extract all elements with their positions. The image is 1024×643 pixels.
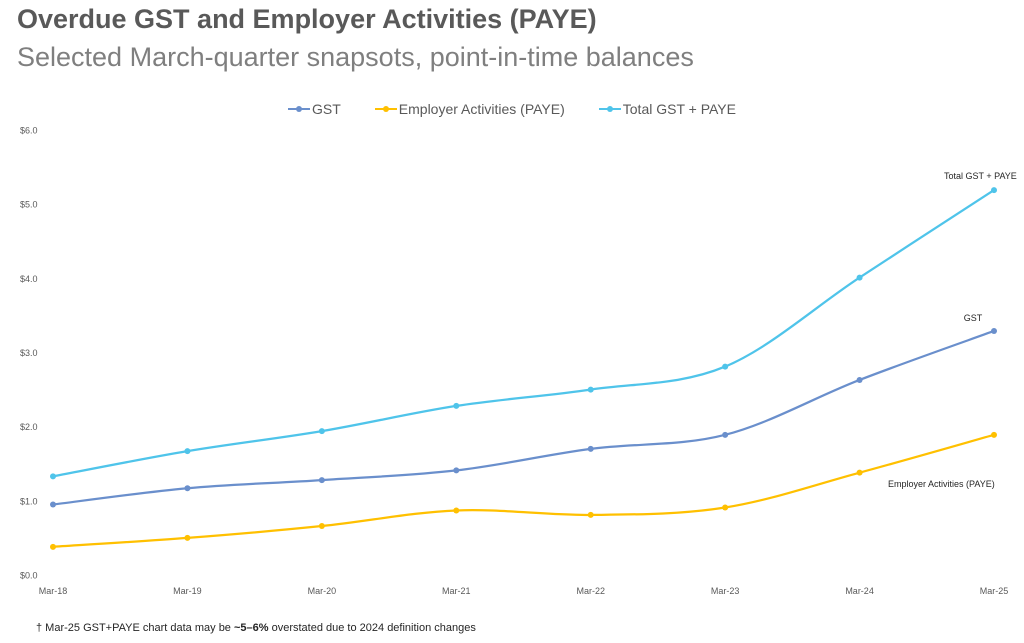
y-tick-label: $2.0 — [20, 422, 38, 432]
x-tick-label: Mar-21 — [442, 586, 471, 596]
footnote: † Mar-25 GST+PAYE chart data may be ~5–6… — [36, 622, 476, 634]
data-point — [184, 485, 191, 492]
legend-item-total: Total GST + PAYE — [598, 101, 736, 117]
data-point — [318, 477, 325, 484]
data-point — [991, 431, 997, 438]
data-point — [856, 274, 863, 281]
data-point — [453, 507, 460, 514]
legend-swatch-total — [598, 104, 621, 114]
data-point — [318, 523, 325, 530]
series-line-0 — [52, 329, 995, 506]
data-point — [50, 543, 56, 550]
data-point — [722, 363, 729, 370]
data-point — [587, 445, 594, 452]
data-point — [184, 448, 191, 455]
data-point — [856, 376, 863, 383]
y-tick-label: $5.0 — [20, 200, 38, 210]
series-line-1 — [52, 433, 995, 548]
x-tick-label: Mar-24 — [845, 586, 874, 596]
data-point — [991, 327, 997, 334]
legend-swatch-gst — [288, 104, 310, 114]
data-point — [184, 534, 191, 541]
legend-swatch-paye — [374, 104, 397, 114]
x-tick-label: Mar-20 — [308, 586, 337, 596]
y-tick-label: $3.0 — [20, 348, 38, 358]
footnote-suffix: overstated due to 2024 definition change… — [268, 622, 476, 634]
x-tick-label: Mar-19 — [173, 586, 202, 596]
footnote-emphasis: ~5–6% — [233, 622, 269, 634]
data-point — [856, 469, 863, 476]
x-tick-label: Mar-23 — [711, 586, 740, 596]
series-end-label: Employer Activities (PAYE) — [888, 479, 995, 489]
legend-label-paye: Employer Activities (PAYE) — [398, 101, 565, 117]
data-point — [50, 473, 56, 480]
chart-title: Overdue GST and Employer Activities (PAY… — [17, 4, 597, 34]
data-point — [453, 402, 460, 409]
legend: GST Employer Activities (PAYE) Total GST… — [0, 101, 1024, 117]
footnote-prefix: † Mar-25 GST+PAYE chart data may be — [36, 622, 234, 634]
series-line-2 — [52, 189, 995, 478]
chart-subtitle: Selected March-quarter snapsots, point-i… — [17, 42, 694, 72]
y-tick-label: $6.0 — [20, 126, 38, 136]
legend-item-gst: GST — [288, 101, 341, 117]
x-tick-label: Mar-18 — [39, 586, 68, 596]
legend-item-paye: Employer Activities (PAYE) — [374, 101, 565, 117]
data-point — [722, 504, 729, 511]
x-tick-label: Mar-22 — [576, 586, 605, 596]
y-tick-label: $0.0 — [20, 571, 38, 581]
data-point — [318, 428, 325, 435]
data-point — [991, 187, 997, 194]
x-tick-label: Mar-25 — [980, 586, 1009, 596]
data-point — [587, 511, 594, 518]
data-point — [453, 467, 460, 474]
data-point — [50, 501, 56, 508]
series-end-label: GST — [964, 313, 983, 323]
legend-label-total: Total GST + PAYE — [622, 101, 736, 117]
data-point — [722, 431, 729, 438]
y-tick-label: $4.0 — [20, 274, 38, 284]
legend-label-gst: GST — [312, 101, 341, 117]
series-end-label: Total GST + PAYE — [944, 171, 1017, 181]
y-tick-label: $1.0 — [20, 496, 38, 506]
data-point — [587, 386, 594, 393]
